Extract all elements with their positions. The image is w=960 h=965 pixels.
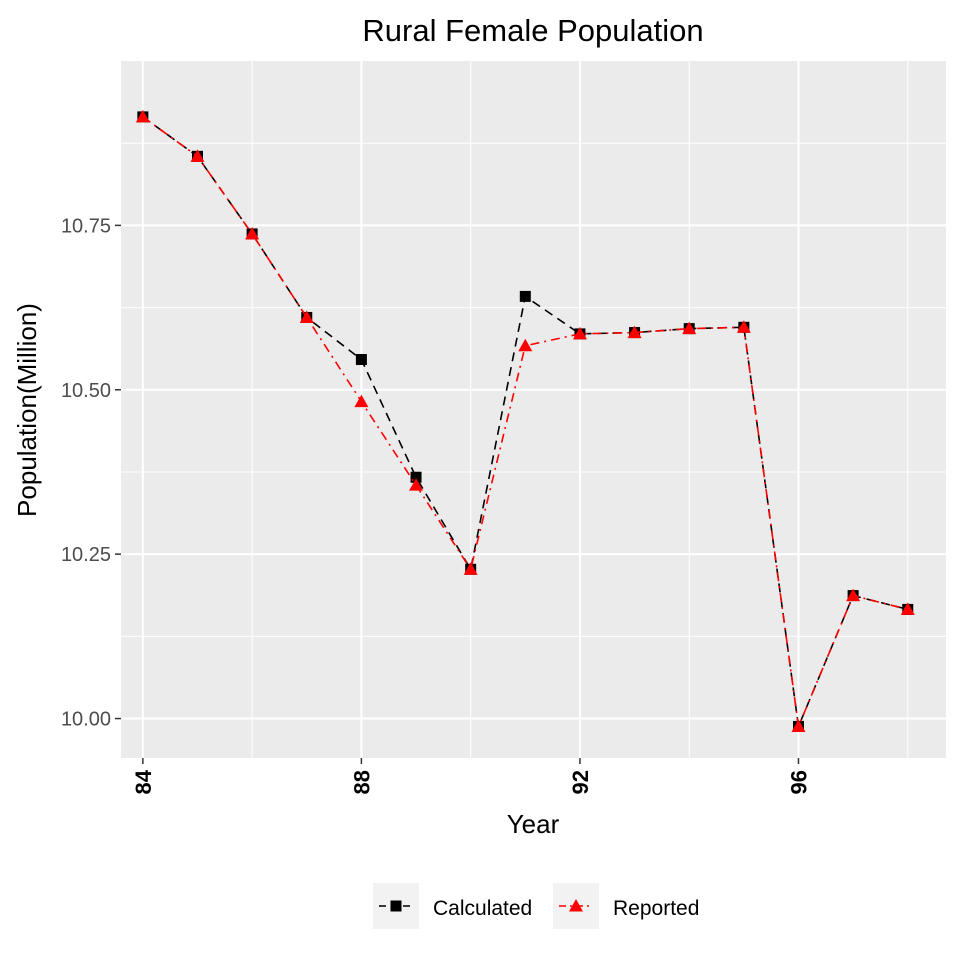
data-point-reported <box>572 326 587 340</box>
data-point-calculated <box>355 354 367 366</box>
y-axis-title: Population(Million) <box>12 303 42 517</box>
legend-key-marker <box>390 900 402 912</box>
data-point-reported <box>299 310 314 323</box>
data-point-reported <box>791 719 806 732</box>
data-point-reported <box>354 394 369 408</box>
series-layer <box>135 109 915 732</box>
data-point-reported <box>245 226 260 240</box>
y-tick-label: 10.00 <box>61 709 111 731</box>
legend-label: Calculated <box>433 897 532 920</box>
data-point-reported <box>409 478 424 491</box>
data-point-calculated <box>410 471 422 483</box>
axes: 84 88 92 96 10.00 10.25 10.50 10.75 <box>61 215 812 794</box>
data-point-reported <box>135 109 150 123</box>
major-gridlines <box>121 61 946 758</box>
x-tick-label: 84 <box>131 769 156 794</box>
y-tick-label: 10.50 <box>61 380 111 402</box>
data-point-reported <box>190 149 205 162</box>
legend-item-calculated: Calculated <box>373 883 532 929</box>
legend-label: Reported <box>613 897 699 920</box>
x-tick-label: 92 <box>568 770 593 794</box>
data-point-calculated <box>519 290 531 302</box>
data-point-reported <box>518 338 533 352</box>
y-tick-label: 10.75 <box>61 215 111 237</box>
data-point-reported <box>736 320 751 333</box>
legend-key-marker <box>569 899 583 912</box>
data-point-reported <box>900 602 915 615</box>
legend-item-reported: Reported <box>553 883 699 929</box>
x-axis-title: Year <box>507 809 560 839</box>
x-tick-label: 88 <box>349 770 374 794</box>
legend: Calculated Reported <box>373 883 699 929</box>
data-point-reported <box>463 562 478 575</box>
y-tick-label: 10.25 <box>61 544 111 566</box>
plot-panel <box>121 61 946 758</box>
data-point-reported <box>682 321 697 335</box>
data-point-reported <box>846 588 861 602</box>
data-point-reported <box>627 325 642 339</box>
chart-title: Rural Female Population <box>362 13 703 48</box>
minor-gridlines <box>121 61 946 758</box>
series-reported <box>135 109 915 732</box>
x-tick-label: 96 <box>786 770 811 794</box>
